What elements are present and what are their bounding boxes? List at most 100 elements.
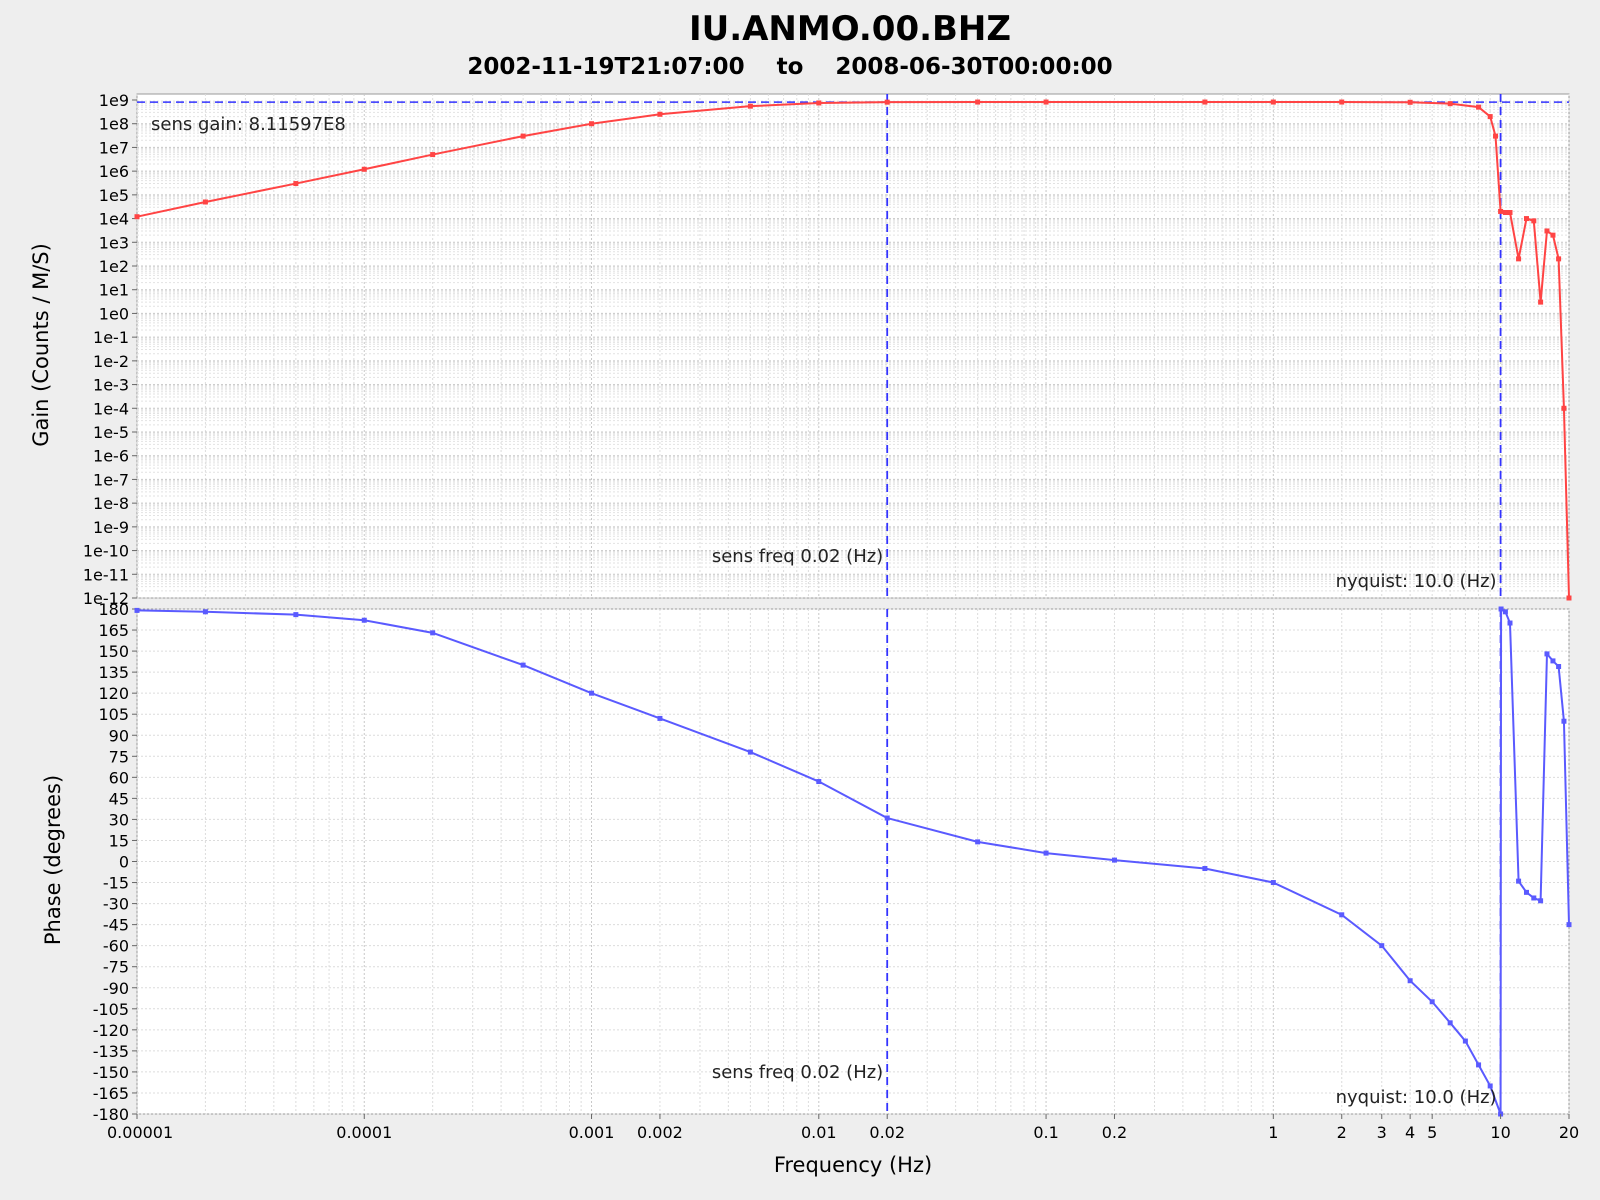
phase-y-tick-label: 150 [98,642,129,661]
gain-data-point [1202,99,1208,105]
x-tick-label: 20 [1559,1123,1579,1142]
x-tick-label: 4 [1405,1123,1415,1142]
phase-data-point [1523,889,1529,895]
x-tick-label: 0.002 [637,1123,683,1142]
nyquist-annotation: nyquist: 10.0 (Hz) [1336,571,1497,592]
x-tick-label: 0.0001 [336,1123,392,1142]
gain-y-tick-label: 1e-4 [93,399,129,418]
gain-data-point [1043,99,1049,105]
phase-y-tick-label: -150 [93,1063,129,1082]
x-tick-label: 5 [1427,1123,1437,1142]
gain-data-point [293,181,299,187]
phase-y-tick-label: 60 [109,768,129,787]
phase-data-point [134,607,140,613]
gain-data-point [747,103,753,109]
phase-data-point [202,609,208,615]
gain-y-axis-label: Gain (Counts / M/S) [29,243,53,447]
x-tick-label: 10 [1490,1123,1510,1142]
gain-plot-area [136,93,1570,599]
gain-data-point [1507,210,1513,216]
x-tick-label: 0.00001 [107,1123,173,1142]
gain-data-point [430,152,436,158]
phase-y-tick-label: -60 [103,937,129,956]
phase-y-tick-label: 75 [109,747,129,766]
gain-data-point [1566,595,1572,601]
gain-data-point [1538,299,1544,305]
x-tick-label: 0.02 [869,1123,905,1142]
phase-panel: 1801651501351201059075604530150-15-30-45… [93,600,1579,1142]
gain-data-point [1531,218,1537,224]
gain-y-tick-label: 1e7 [99,138,129,157]
gain-data-point [1339,99,1345,105]
gain-y-tick-label: 1e-7 [93,470,129,489]
phase-y-tick-label: -165 [93,1084,129,1103]
phase-data-point [1561,718,1567,724]
gain-y-tick-label: 1e-8 [93,494,129,513]
phase-y-tick-label: -15 [103,874,129,893]
phase-y-tick-label: 105 [98,705,129,724]
x-tick-label: 0.2 [1102,1123,1127,1142]
gain-data-point [1498,208,1504,214]
gain-y-tick-label: 1e4 [99,210,129,229]
phase-data-point [1538,898,1544,904]
x-tick-label: 0.01 [801,1123,837,1142]
gain-data-point [202,199,208,205]
phase-data-point [1447,1020,1453,1026]
phase-y-tick-label: -135 [93,1042,129,1061]
phase-y-tick-label: -75 [103,958,129,977]
x-axis-label: Frequency (Hz) [774,1153,932,1177]
phase-y-tick-label: -45 [103,916,129,935]
phase-y-tick-label: 30 [109,810,129,829]
phase-y-tick-label: 135 [98,663,129,682]
gain-data-point [816,100,822,106]
phase-data-point [1111,857,1117,863]
gain-y-tick-label: 1e-3 [93,376,129,395]
gain-y-tick-label: 1e8 [99,115,129,134]
phase-data-point [1202,866,1208,872]
gain-y-tick-label: 1e-10 [83,542,129,561]
gain-y-tick-label: 1e-2 [93,352,129,371]
phase-y-tick-label: -180 [93,1105,129,1124]
gain-data-point [975,99,981,105]
sens-gain-annotation: sens gain: 8.11597E8 [151,114,346,135]
phase-data-point [816,779,822,785]
phase-data-point [1043,850,1049,856]
phase-y-tick-label: -120 [93,1021,129,1040]
x-tick-label: 0.1 [1033,1123,1058,1142]
phase-data-point [657,715,663,721]
phase-y-tick-label: -90 [103,979,129,998]
x-tick-label: 0.001 [569,1123,615,1142]
phase-data-point [975,839,981,845]
phase-y-tick-label: 15 [109,831,129,850]
phase-data-point [1476,1062,1482,1068]
phase-data-point [1407,978,1413,984]
phase-data-point [1487,1083,1493,1089]
gain-data-point [1270,99,1276,105]
phase-data-point [589,690,595,696]
gain-y-tick-label: 1e-12 [83,589,129,608]
gain-y-tick-label: 1e0 [99,304,129,323]
phase-data-point [1516,878,1522,884]
phase-data-point [1556,664,1562,670]
gain-y-tick-label: 1e-9 [93,518,129,537]
gain-data-point [884,99,890,105]
phase-data-point [293,612,299,618]
gain-data-point [1407,99,1413,105]
phase-data-point [1498,606,1504,612]
x-tick-label: 2 [1337,1123,1347,1142]
phase-y-tick-label: 120 [98,684,129,703]
phase-data-point [1379,943,1385,949]
gain-data-point [1447,101,1453,107]
chart-subtitle: 2002-11-19T21:07:00 to 2008-06-30T00:00:… [467,54,1112,80]
phase-data-point [1566,922,1572,928]
phase-data-point [1462,1038,1468,1044]
phase-data-point [1507,620,1513,626]
phase-data-point [361,617,367,623]
phase-y-tick-label: 45 [109,789,129,808]
phase-y-tick-label: -105 [93,1000,129,1019]
gain-data-point [1487,114,1493,120]
gain-y-tick-label: 1e2 [99,257,129,276]
gain-y-tick-label: 1e3 [99,233,129,252]
gain-data-point [1493,133,1499,139]
